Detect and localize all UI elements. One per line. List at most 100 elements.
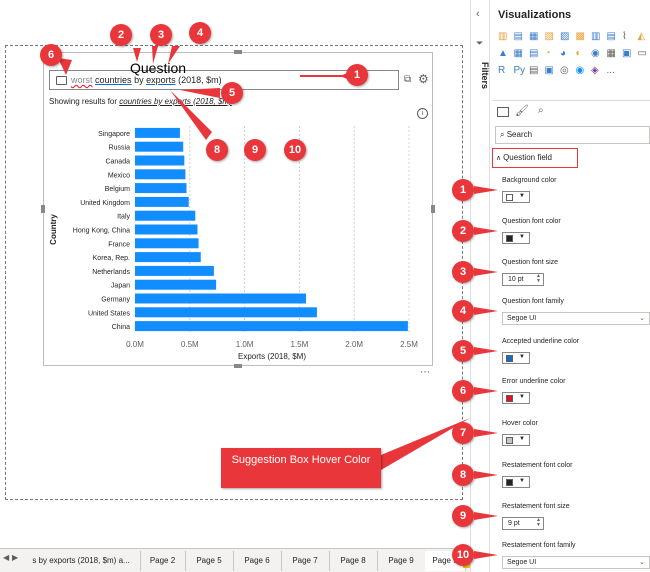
tab-scroll-left-icon[interactable]: ◀ bbox=[3, 553, 10, 562]
gear-icon[interactable]: ⚙ bbox=[418, 72, 429, 86]
visual-type-icon[interactable]: R bbox=[498, 65, 506, 76]
color-swatch bbox=[506, 479, 513, 486]
color-picker-button[interactable]: ▼ bbox=[502, 392, 530, 404]
color-swatch bbox=[506, 395, 513, 402]
bar bbox=[135, 224, 198, 235]
font-size-stepper[interactable]: 10 pt ▲ ▼ bbox=[502, 273, 544, 286]
bar bbox=[135, 307, 317, 318]
visual-type-icon[interactable]: ▩ bbox=[575, 31, 585, 42]
visual-type-icon[interactable]: ▥ bbox=[591, 31, 601, 42]
format-paint-roller-icon[interactable]: 🖌 bbox=[515, 105, 529, 117]
callout-7-pane: 7 bbox=[452, 422, 474, 444]
category-label: Russia bbox=[109, 145, 131, 152]
page-tab[interactable]: Page 6 bbox=[233, 551, 282, 571]
visual-type-icon[interactable]: ◉ bbox=[575, 65, 585, 76]
turn-into-visual-icon[interactable]: ⧉ bbox=[404, 74, 412, 85]
resize-handle-bottom[interactable] bbox=[234, 364, 242, 368]
visual-type-icon[interactable]: ▣ bbox=[544, 65, 554, 76]
callout-1-canvas: 1 bbox=[346, 64, 368, 86]
color-picker-button[interactable]: ▼ bbox=[502, 191, 530, 203]
visual-type-icon[interactable]: ▲ bbox=[498, 48, 508, 59]
page-tab[interactable]: Page 9 bbox=[377, 551, 426, 571]
question-field-section-header[interactable]: ∧ Question field bbox=[492, 148, 578, 168]
visual-type-icon[interactable]: ▤ bbox=[529, 65, 539, 76]
category-label: Hong Kong, China bbox=[73, 228, 130, 235]
page-tab[interactable]: Page 8 bbox=[329, 551, 378, 571]
callout-10-pane: 10 bbox=[452, 544, 474, 566]
color-picker-button[interactable]: ▼ bbox=[502, 232, 530, 244]
callout-arrow-pane bbox=[474, 429, 498, 437]
filters-label[interactable]: Filters bbox=[480, 62, 490, 90]
visual-type-icon[interactable]: ▧ bbox=[544, 31, 554, 42]
info-icon[interactable]: i bbox=[417, 108, 428, 119]
visual-type-icon[interactable]: ◕ bbox=[560, 48, 567, 59]
caret-down-icon: ▼ bbox=[519, 436, 525, 442]
visual-type-icon[interactable]: ▨ bbox=[560, 31, 570, 42]
page-tab[interactable]: s by exports (2018, $m) a... bbox=[22, 551, 141, 571]
resize-handle-top[interactable] bbox=[234, 50, 242, 54]
visual-type-icon[interactable]: ▦ bbox=[513, 48, 523, 59]
color-picker-button[interactable]: ▼ bbox=[502, 434, 530, 446]
stepper-arrows-icon[interactable]: ▲ ▼ bbox=[536, 273, 541, 284]
visual-type-gallery: ▥ ▤ ▦ ▧ ▨ ▩ ▥ ▤ ⌇ ◭ ▲ ▦ ▤ ◔ ◕ ◐ ◉ ▦ ▣ ▭ R Py ▤ ▣ ◎ ◉ ◈... bbox=[498, 32, 648, 92]
callout-arrow-pane bbox=[474, 387, 498, 395]
visual-type-icon[interactable]: ▦ bbox=[529, 31, 539, 42]
qa-word-plain: (2018, $m) bbox=[175, 75, 222, 85]
bar bbox=[135, 279, 217, 290]
visual-type-icon[interactable]: ◔ bbox=[544, 48, 551, 59]
font-family-dropdown[interactable]: Segoe UI ⌄ bbox=[502, 312, 650, 325]
qa-word-plain: by bbox=[131, 75, 147, 85]
category-label: Italy bbox=[117, 214, 130, 221]
page-tab[interactable]: Page 2 bbox=[140, 551, 186, 571]
color-picker-button[interactable]: ▼ bbox=[502, 476, 530, 488]
dropdown-value: Segoe UI bbox=[507, 315, 537, 322]
callout-6-canvas: 6 bbox=[40, 44, 62, 66]
visual-type-icon[interactable]: ◐ bbox=[575, 48, 582, 59]
visual-type-icon[interactable]: Py bbox=[513, 65, 526, 76]
qa-question-text: worst countries by exports (2018, $m) bbox=[71, 75, 222, 85]
more-options-icon[interactable]: ⋯ bbox=[420, 367, 430, 378]
category-label: Germany bbox=[101, 297, 130, 304]
visual-type-icon[interactable]: ▤ bbox=[513, 31, 523, 42]
analytics-icon[interactable]: ⌕ bbox=[538, 105, 544, 116]
qa-word-accepted: countries bbox=[95, 75, 132, 85]
field-label: Background color bbox=[502, 177, 557, 184]
visual-type-icon[interactable]: ◉ bbox=[591, 48, 600, 59]
stepper-unit: pt bbox=[513, 520, 520, 527]
visual-type-icon[interactable]: ▥ bbox=[498, 31, 508, 42]
format-search-input[interactable]: ⌕ Search bbox=[495, 126, 650, 144]
visual-type-icon[interactable]: ▣ bbox=[622, 48, 632, 59]
page-tab[interactable]: Page 7 bbox=[281, 551, 330, 571]
visual-type-icon[interactable]: ◎ bbox=[560, 65, 569, 76]
stepper-arrows-icon[interactable]: ▲ ▼ bbox=[536, 517, 541, 528]
bar bbox=[135, 169, 186, 180]
field-label: Restatement font color bbox=[502, 462, 573, 469]
bar bbox=[135, 265, 214, 276]
color-swatch bbox=[506, 194, 513, 201]
visual-type-icon[interactable]: ▦ bbox=[606, 48, 616, 59]
fields-tab-icon[interactable] bbox=[497, 107, 509, 117]
visual-type-icon[interactable]: ▤ bbox=[606, 31, 616, 42]
resize-handle-right[interactable] bbox=[431, 205, 435, 213]
restatement-link[interactable]: countries by exports (2018, $m) bbox=[119, 97, 232, 106]
chevron-left-icon[interactable]: ‹ bbox=[476, 8, 480, 20]
visual-type-icon[interactable]: ⌇ bbox=[622, 31, 627, 42]
callout-10-canvas: 10 bbox=[284, 139, 306, 161]
resize-handle-left[interactable] bbox=[41, 205, 45, 213]
category-label: France bbox=[108, 241, 130, 248]
tab-scroll-right-icon[interactable]: ▶ bbox=[12, 553, 19, 562]
field-label: Question font size bbox=[502, 259, 559, 266]
callout-8-pane: 8 bbox=[452, 464, 474, 486]
visual-type-icon[interactable]: ▤ bbox=[529, 48, 539, 59]
font-family-dropdown[interactable]: Segoe UI ⌄ bbox=[502, 556, 650, 569]
qa-word-error: worst bbox=[71, 75, 93, 85]
visual-type-icon[interactable]: ▭ bbox=[637, 48, 647, 59]
bar bbox=[135, 238, 199, 249]
more-visuals-icon[interactable]: ... bbox=[606, 65, 615, 76]
search-icon: ⌕ bbox=[500, 130, 507, 139]
visual-type-icon[interactable]: ◭ bbox=[637, 31, 646, 42]
visual-type-icon[interactable]: ◈ bbox=[591, 65, 599, 76]
font-size-stepper[interactable]: 9 pt ▲ ▼ bbox=[502, 517, 544, 530]
color-picker-button[interactable]: ▼ bbox=[502, 352, 530, 364]
page-tab[interactable]: Page 5 bbox=[185, 551, 234, 571]
